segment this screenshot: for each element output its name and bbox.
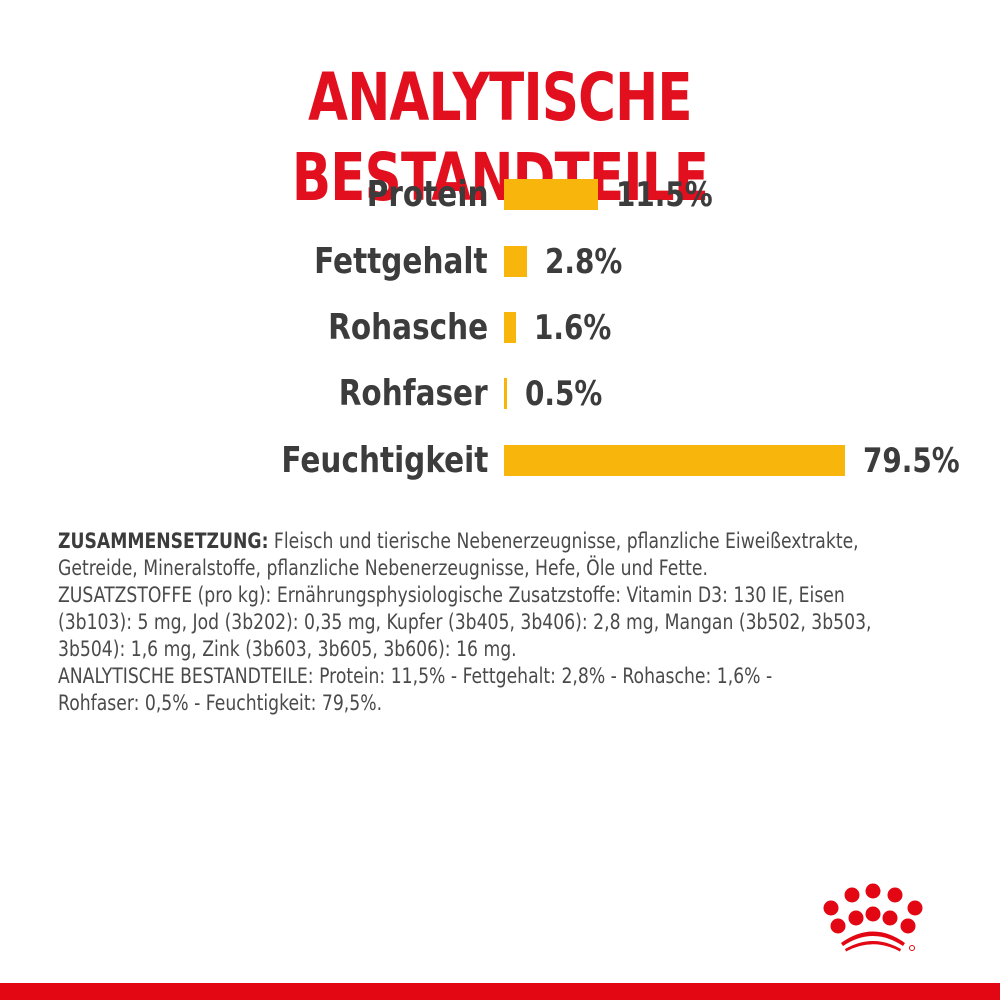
composition-line: ZUSAMMENSETZUNG: Fleisch und tierische N… (58, 529, 859, 553)
chart-row-rohasche: Rohasche 1.6% (0, 298, 1000, 358)
composition-line: (3b103): 5 mg, Jod (3b202): 0,35 mg, Kup… (58, 610, 872, 634)
composition-line: Rohfaser: 0,5% - Feuchtigkeit: 79,5%. (58, 691, 383, 715)
value-label: 1.6% (534, 308, 612, 348)
bar (504, 378, 507, 409)
composition-line: ZUSATZSTOFFE (pro kg): Ernährungsphysiol… (58, 583, 845, 607)
composition-line: 3b504): 1,6 mg, Zink (3b603, 3b605, 3b60… (58, 637, 517, 661)
chart-row-fettgehalt: Fettgehalt 2.8% (0, 232, 1000, 292)
composition-line: Getreide, Mineralstoffe, pflanzliche Neb… (58, 556, 708, 580)
value-label: 2.8% (545, 242, 623, 282)
bar (504, 445, 845, 476)
bar (504, 312, 516, 343)
composition-heading: ZUSAMMENSETZUNG: (58, 529, 269, 553)
value-label: 0.5% (525, 374, 603, 414)
row-label: Protein (366, 174, 488, 215)
royal-canin-crown-icon (818, 880, 968, 960)
chart-row-rohfaser: Rohfaser 0.5% (0, 364, 1000, 424)
row-label: Fettgehalt (314, 241, 488, 282)
composition-line: ANALYTISCHE BESTANDTEILE: Protein: 11,5%… (58, 664, 773, 688)
chart-row-protein: Protein 11.5% (0, 165, 1000, 225)
bar (504, 179, 598, 210)
bar (504, 246, 527, 277)
row-label: Feuchtigkeit (281, 440, 488, 481)
value-label: 11.5% (616, 175, 713, 215)
composition-text: ZUSAMMENSETZUNG: Fleisch und tierische N… (58, 528, 960, 717)
chart-row-feuchtigkeit: Feuchtigkeit 79.5% (0, 431, 1000, 491)
row-label: Rohasche (327, 307, 488, 348)
bottom-brand-band (0, 983, 1000, 1000)
page-title: ANALYTISCHE BESTANDTEILE (291, 59, 709, 216)
value-label: 79.5% (863, 441, 960, 481)
row-label: Rohfaser (339, 373, 488, 414)
